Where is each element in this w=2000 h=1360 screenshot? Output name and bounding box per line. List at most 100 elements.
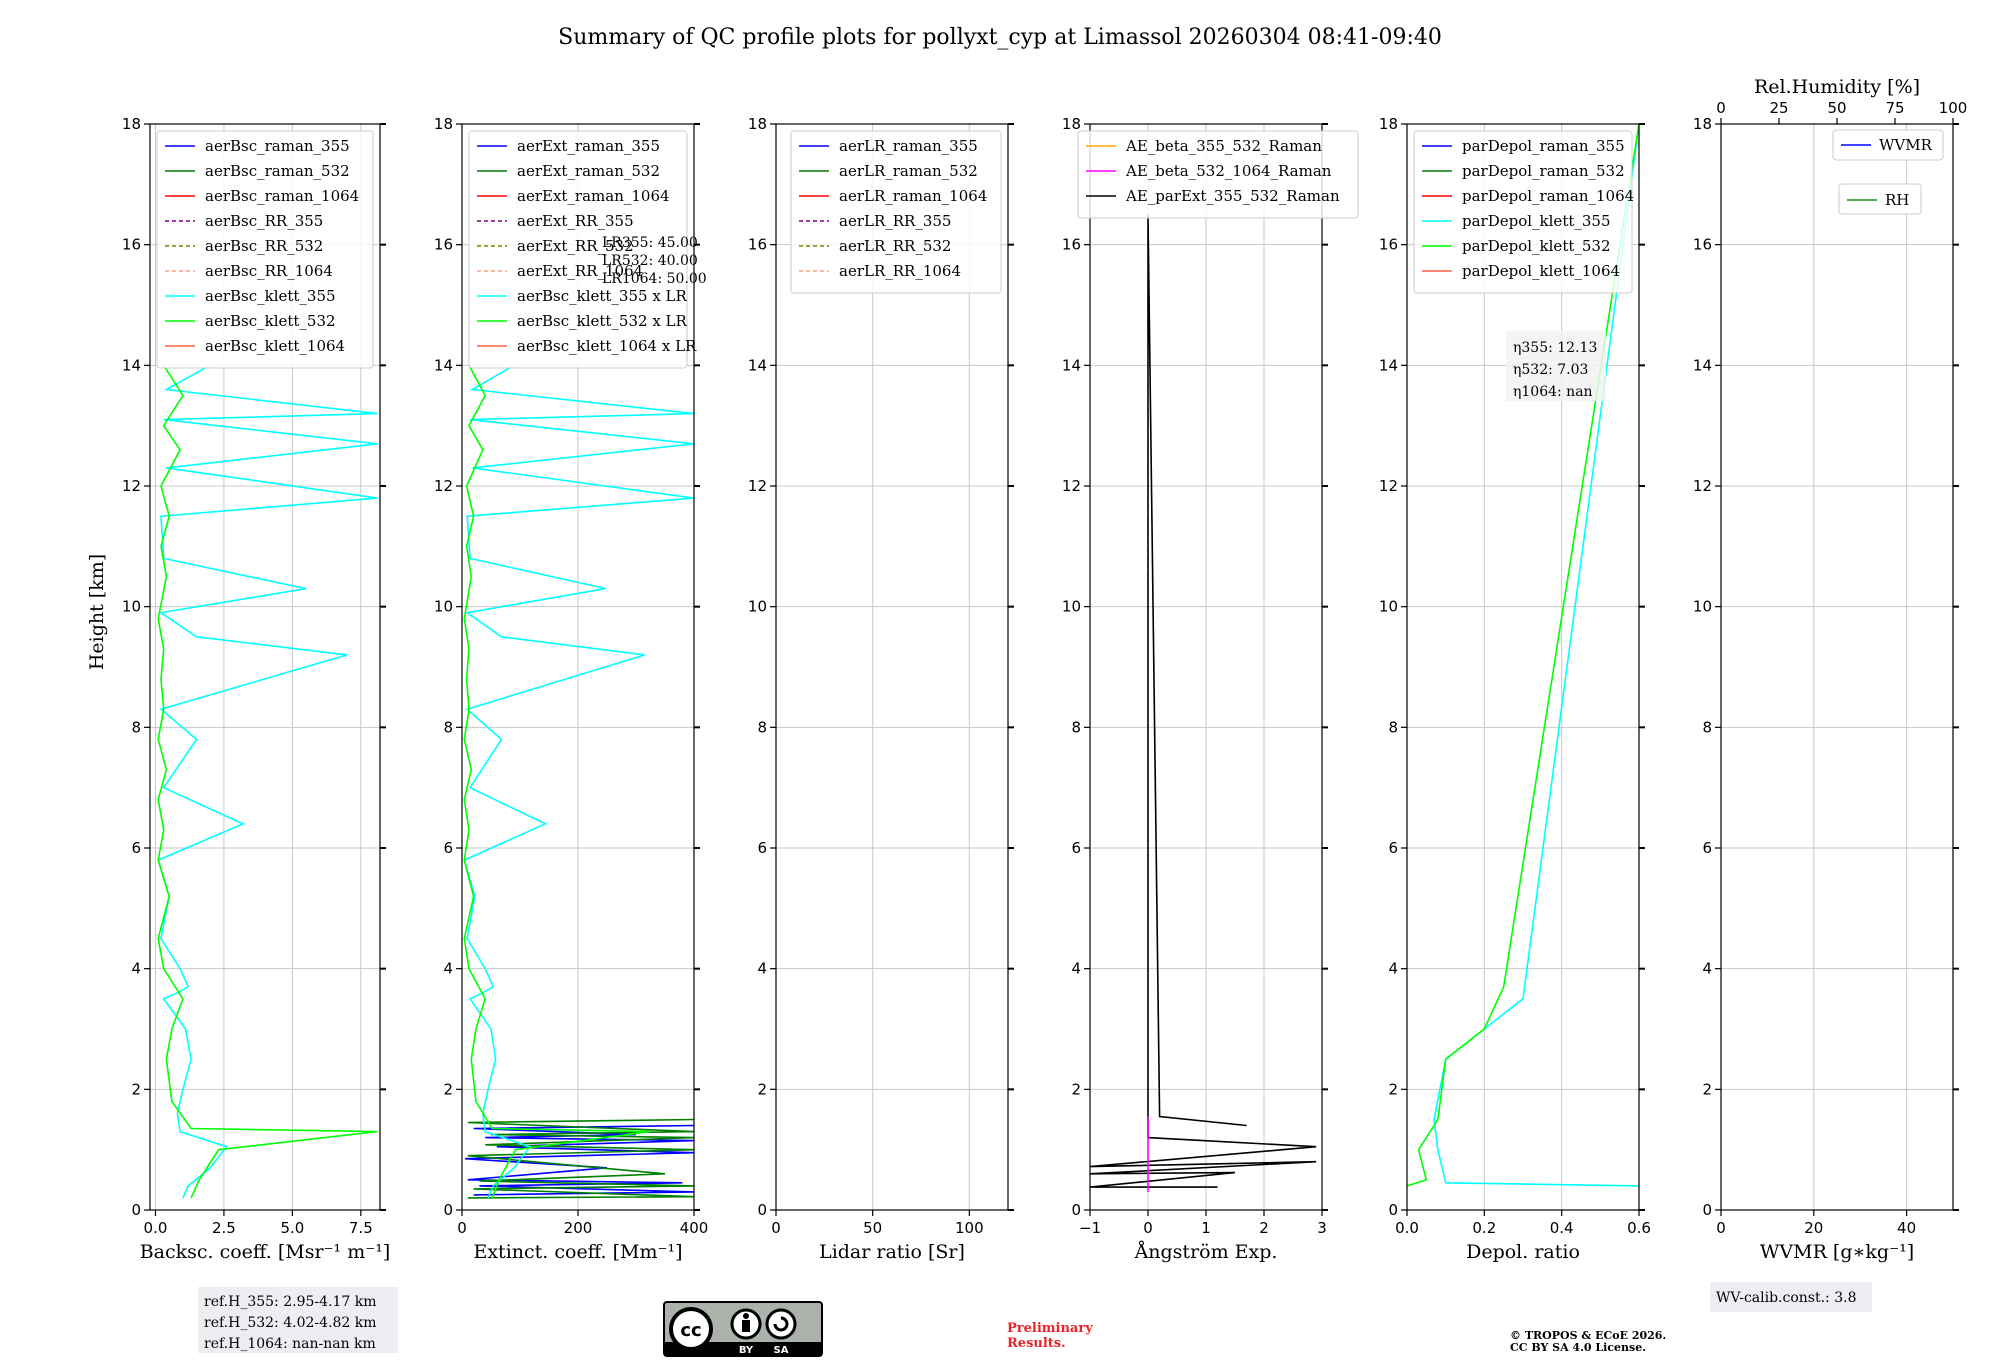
x-axis-label: Ångström Exp. [1134,1241,1278,1263]
eta-label: η532: 7.03 [1513,362,1588,378]
axes-frame [1720,123,1954,1211]
cc-icon [669,1307,713,1351]
y-tick-label: 18 [748,115,767,133]
y-tick-label: 12 [122,477,141,495]
x-tick-label: 0.0 [1395,1219,1419,1237]
legend: AE_beta_355_532_Raman AE_beta_532_1064_Ra… [1077,130,1359,219]
x-axis-label: Depol. ratio [1466,1241,1580,1263]
x-tick-label: 0 [1143,1219,1153,1237]
y-tick-label: 6 [1388,839,1398,857]
legend-label-aerext-raman-355: aerExt_raman_355 [517,137,660,155]
x-axis-label: Backsc. coeff. [Msr⁻¹ m⁻¹] [140,1241,391,1263]
axes-frame [149,123,381,1211]
x-tick-label: 2.5 [212,1219,236,1237]
copyright-line1: © TROPOS & ECoE 2026. [1510,1329,1666,1342]
y-tick-label: 14 [122,356,141,374]
legend-label-aerbsc-rr-532: aerBsc_RR_532 [205,237,323,255]
series-ae-parext-355-532-raman [1090,214,1317,1188]
legend: aerBsc_raman_355 aerBsc_raman_532 aerBsc_r… [156,130,374,369]
note-box: ref.H_355: 2.95-4.17 km ref.H_532: 4.02-4… [198,1287,398,1353]
legend-label-ae-parext-355-532-raman: AE_parExt_355_532_Raman [1125,187,1340,205]
by-label: BY [739,1345,754,1356]
lidar-ratio-label: LR532: 40.00 [602,253,698,269]
legend-label-pardepol-klett-532: parDepol_klett_532 [1462,237,1611,255]
legend-label-aerbsc-rr-355: aerBsc_RR_355 [205,212,323,230]
series-aerbsc-klett-532-x-lr [463,364,651,1199]
legend-rh: RH [1838,183,1922,215]
axes-frame [775,123,1009,1211]
y-tick-label: 4 [1071,960,1081,978]
y-tick-label: 12 [434,477,453,495]
legend: aerLR_raman_355 aerLR_raman_532 aerLR_rama… [790,130,1002,294]
y-tick-label: 4 [131,960,141,978]
y-tick-label: 10 [122,598,141,616]
y-tick-label: 14 [434,356,453,374]
legend-label-aerlr-raman-355: aerLR_raman_355 [839,137,978,155]
legend-label-pardepol-klett-1064: parDepol_klett_1064 [1462,262,1620,280]
y-tick-label: 16 [122,236,141,254]
y-tick-label: 4 [1702,960,1712,978]
x-tick-label: 0.6 [1627,1219,1651,1237]
legend-label-aerbsc-klett-532-x-lr: aerBsc_klett_532 x LR [517,312,688,330]
x-tick-label: 50 [863,1219,882,1237]
series-aerext-raman-355 [464,1124,694,1196]
top-x-axis-label: Rel.Humidity [%] [1754,76,1920,98]
panel-backscatter: 0 2 4 6 8 10 12 14 16 18 0.0 2.5 5.0 7.5 Backsc. coeff… [122,115,398,1353]
legend-label-aerlr-raman-532: aerLR_raman_532 [839,162,978,180]
top-x-tick-label: 100 [1939,99,1968,117]
y-tick-label: 10 [1693,598,1712,616]
x-axis-label: Lidar ratio [Sr] [819,1241,965,1263]
y-tick-label: 8 [1702,718,1712,736]
series-group [1407,124,1639,1187]
y-tick-label: 16 [434,236,453,254]
eta-label: η1064: nan [1513,384,1593,400]
y-tick-label: 14 [1062,356,1081,374]
y-tick-label: 0 [1388,1201,1398,1219]
legend-label-aerlr-rr-1064: aerLR_RR_1064 [839,262,961,280]
top-x-tick-label: 25 [1769,99,1788,117]
preliminary-line2: Results. [1007,1336,1066,1351]
top-x-tick-label: 75 [1885,99,1904,117]
x-tick-label: 40 [1897,1219,1916,1237]
legend-label-aerbsc-klett-355: aerBsc_klett_355 [205,287,336,305]
legend-label-aerext-rr-1064: aerExt_RR_1064 [517,262,643,280]
y-tick-label: 14 [1693,356,1712,374]
legend-label-ae-beta-532-1064-raman: AE_beta_532_1064_Raman [1125,162,1332,180]
y-tick-label: 14 [1379,356,1398,374]
y-tick-label: 8 [131,718,141,736]
y-tick-label: 10 [1379,598,1398,616]
y-tick-label: 2 [1388,1080,1398,1098]
grid [1720,123,1953,1211]
series-aerbsc-klett-355-x-lr [463,364,694,1199]
x-tick-label: −1 [1079,1219,1101,1237]
x-tick-label: 3 [1317,1219,1327,1237]
legend-label: WVMR [1879,136,1933,154]
y-tick-label: 18 [1062,115,1081,133]
y-tick-label: 6 [131,839,141,857]
x-tick-label: 0.4 [1550,1219,1574,1237]
y-tick-label: 16 [748,236,767,254]
y-tick-label: 18 [122,115,141,133]
copyright-line2: CC BY SA 4.0 License. [1510,1341,1646,1354]
x-tick-label: 0.0 [144,1219,168,1237]
y-tick-label: 18 [1379,115,1398,133]
footer: cc BY SA Preliminary Results. © TROPOS &… [663,1301,1666,1357]
y-tick-label: 16 [1693,236,1712,254]
ref-height-label: ref.H_1064: nan-nan km [204,1336,376,1352]
y-tick-label: 16 [1379,236,1398,254]
legend-label-aerlr-raman-1064: aerLR_raman_1064 [839,187,987,205]
y-tick-label: 6 [757,839,767,857]
series-group [1090,214,1317,1192]
y-tick-label: 10 [1062,598,1081,616]
x-tick-label: 100 [955,1219,984,1237]
y-tick-label: 10 [748,598,767,616]
legend-label: RH [1885,191,1909,209]
lidar-ratio-label: LR355: 45.00 [602,235,698,251]
y-tick-label: 12 [748,477,767,495]
x-axis-label: WVMR [g∗kg⁻¹] [1760,1241,1914,1263]
license-badge: cc BY SA [663,1301,823,1357]
y-tick-label: 0 [1702,1201,1712,1219]
y-tick-label: 14 [748,356,767,374]
